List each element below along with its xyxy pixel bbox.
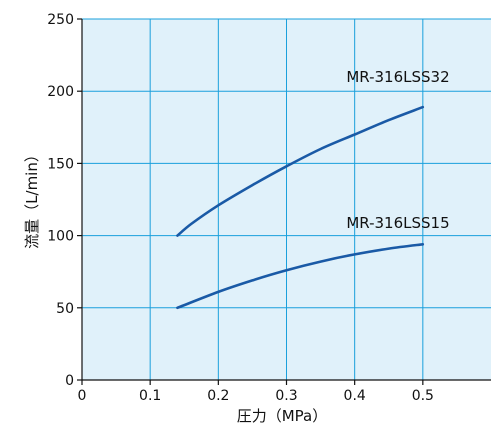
- axes: [77, 18, 491, 385]
- grid: [82, 18, 491, 380]
- tick-labels: 0 50 100 150 200 250 0 0.1 0.2 0.3 0.4 0.5: [47, 12, 434, 404]
- y-tick-label: 50: [56, 301, 74, 317]
- x-tick-label: 0.1: [139, 388, 161, 404]
- series-line-2: [176, 243, 425, 310]
- x-axis-title: 圧力（MPa）: [237, 407, 328, 425]
- y-tick-label: 100: [47, 229, 74, 245]
- x-tick-label: 0.5: [412, 388, 434, 404]
- y-tick-label: 250: [47, 12, 74, 28]
- y-tick-label: 200: [47, 84, 74, 100]
- x-tick-label: 0.4: [344, 388, 366, 404]
- series-label-1: MR-316LSS32: [346, 68, 449, 86]
- y-tick-label: 150: [47, 156, 74, 172]
- y-tick-label: 0: [65, 373, 74, 389]
- x-tick-label: 0.3: [275, 388, 297, 404]
- y-axis-title: 流量（L/min）: [23, 147, 41, 249]
- series-line-1: [176, 105, 425, 237]
- series-labels: MR-316LSS32 MR-316LSS15: [346, 68, 449, 232]
- series-label-2: MR-316LSS15: [346, 214, 449, 232]
- series-lines: [176, 105, 425, 310]
- x-tick-label: 0.2: [207, 388, 229, 404]
- x-tick-label: 0: [78, 388, 87, 404]
